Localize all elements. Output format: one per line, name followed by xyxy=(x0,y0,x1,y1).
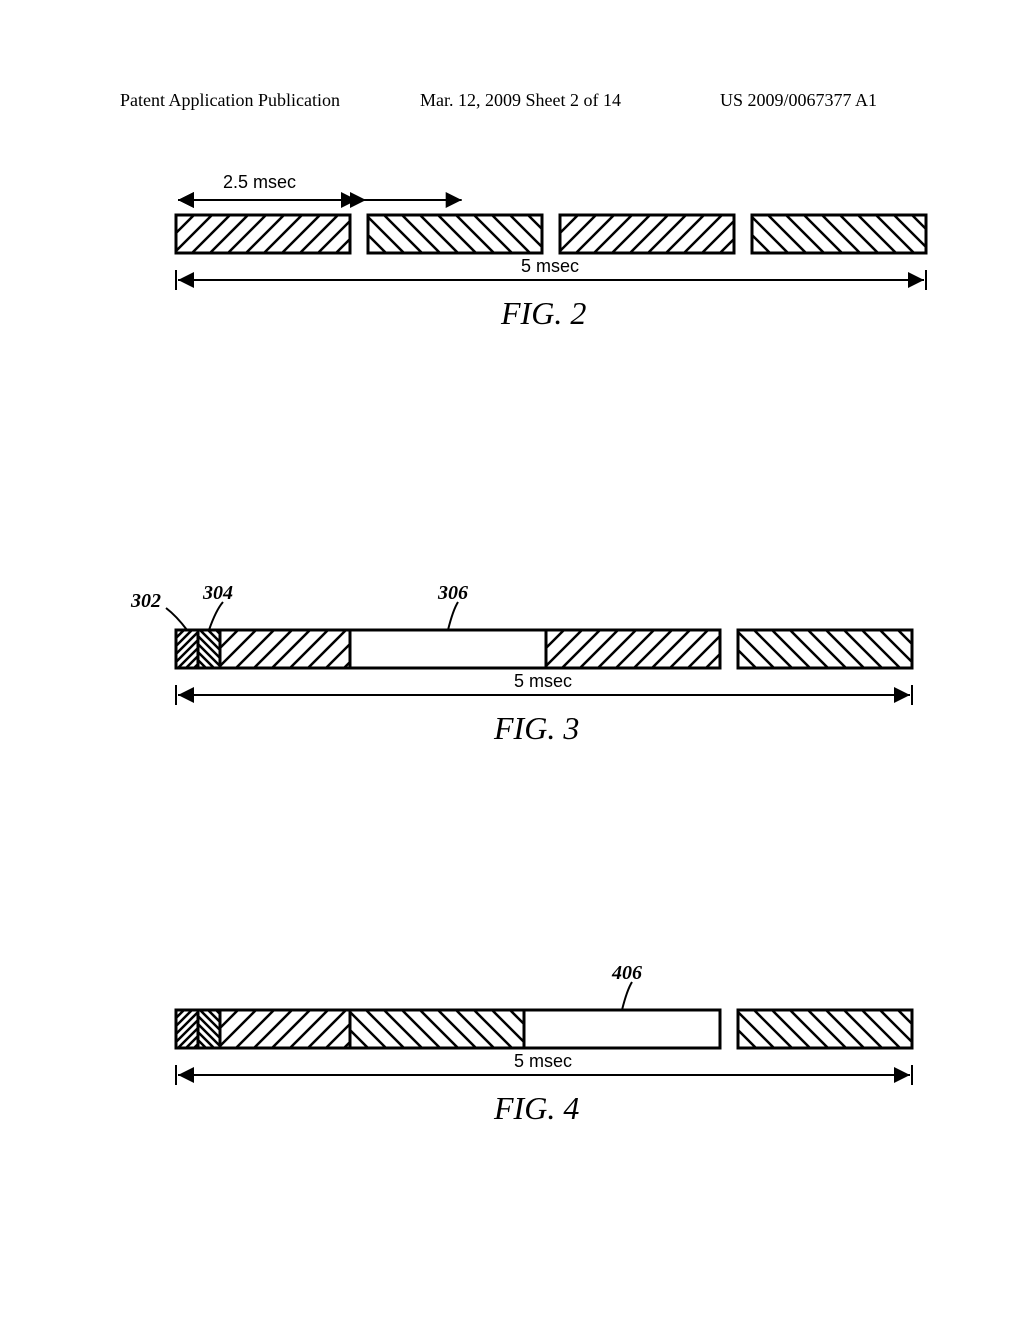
fig4-bottom-dim-label: 5 msec xyxy=(514,1051,572,1072)
fig3-bottom-dim-label: 5 msec xyxy=(514,671,572,692)
fig4-title: FIG. 4 xyxy=(494,1090,579,1127)
fig3-ref-302: 302 xyxy=(131,590,161,613)
fig3-title: FIG. 3 xyxy=(494,710,579,747)
fig2-top-dim-label: 2.5 msec xyxy=(223,172,296,193)
fig4-ref-406: 406 xyxy=(612,962,642,985)
fig2-bottom-dim-label: 5 msec xyxy=(521,256,579,277)
page: Patent Application Publication Mar. 12, … xyxy=(0,0,1024,1320)
fig2-title: FIG. 2 xyxy=(501,295,586,332)
fig3-ref-306: 306 xyxy=(438,582,468,605)
fig3-ref-304: 304 xyxy=(203,582,233,605)
